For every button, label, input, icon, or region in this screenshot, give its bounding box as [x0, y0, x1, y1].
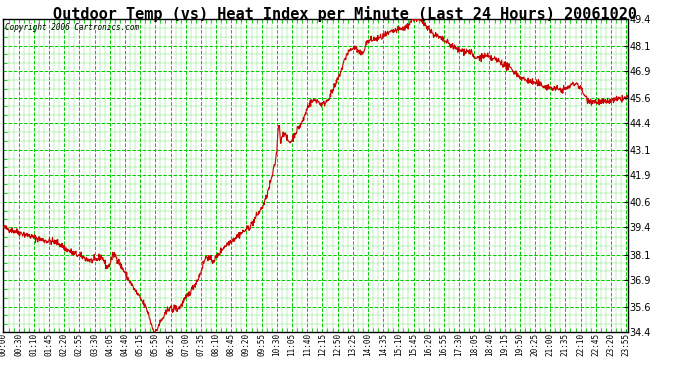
- Text: Outdoor Temp (vs) Heat Index per Minute (Last 24 Hours) 20061020: Outdoor Temp (vs) Heat Index per Minute …: [53, 6, 637, 22]
- Text: Copyright 2006 Cartronics.com: Copyright 2006 Cartronics.com: [6, 24, 139, 33]
